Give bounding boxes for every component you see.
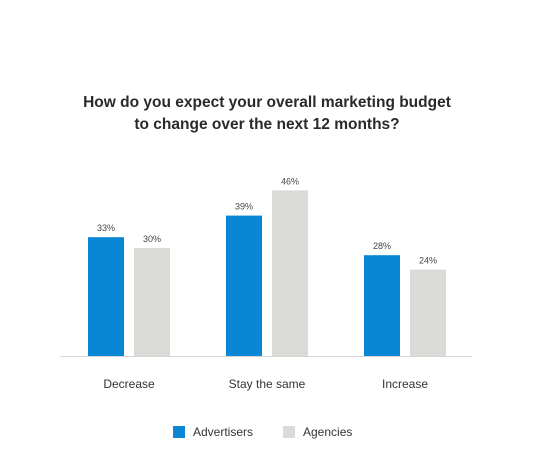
legend-label-advertisers: Advertisers [193, 425, 253, 439]
bar-agencies-1 [272, 190, 308, 356]
chart-title-line-2: to change over the next 12 months? [134, 116, 400, 133]
bar-value-label: 28% [373, 241, 391, 251]
legend-swatch-agencies [283, 426, 295, 438]
bar-value-label: 33% [97, 223, 115, 233]
bar-advertisers-2 [364, 255, 400, 356]
category-label: Stay the same [229, 377, 306, 391]
bar-value-label: 46% [281, 176, 299, 186]
bar-agencies-2 [410, 269, 446, 356]
category-label: Increase [382, 377, 428, 391]
chart-title: How do you expect your overall marketing… [0, 92, 534, 136]
bar-agencies-0 [134, 248, 170, 356]
legend-label-agencies: Agencies [303, 425, 352, 439]
chart-title-line-1: How do you expect your overall marketing… [83, 94, 451, 111]
bar-advertisers-0 [88, 237, 124, 356]
bar-value-label: 39% [235, 202, 253, 212]
bar-value-label: 24% [419, 256, 437, 266]
category-label: Decrease [103, 377, 155, 391]
bar-value-label: 30% [143, 234, 161, 244]
legend-swatch-advertisers [173, 426, 185, 438]
bar-advertisers-1 [226, 215, 262, 356]
